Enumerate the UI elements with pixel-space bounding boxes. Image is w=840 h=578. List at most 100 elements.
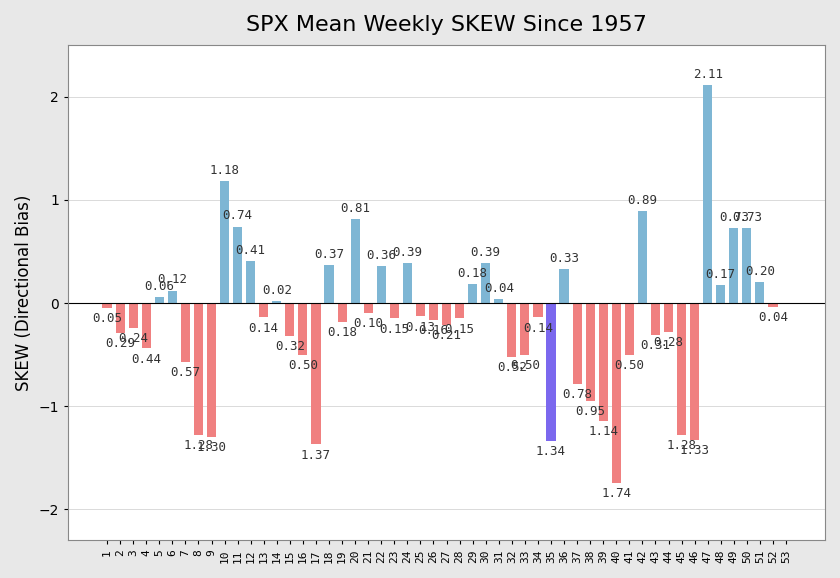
Bar (442, 303, 451, 325)
Bar (233, 227, 242, 303)
Bar (651, 303, 660, 335)
Bar (468, 284, 477, 303)
Bar (116, 303, 124, 333)
Text: 1.28: 1.28 (667, 439, 696, 453)
Text: 0.73: 0.73 (732, 210, 762, 224)
Text: 0.15: 0.15 (444, 323, 475, 336)
Text: 2.11: 2.11 (693, 68, 722, 81)
Bar (481, 263, 491, 303)
Text: 0.17: 0.17 (706, 268, 736, 281)
Bar (455, 303, 465, 318)
Text: 0.78: 0.78 (562, 388, 592, 401)
Text: 0.41: 0.41 (236, 243, 265, 257)
Bar (729, 228, 738, 303)
Text: 1.37: 1.37 (301, 449, 331, 462)
Bar (625, 303, 634, 355)
Text: 0.39: 0.39 (470, 246, 501, 258)
Bar (664, 303, 673, 332)
Text: 0.50: 0.50 (510, 359, 540, 372)
Bar (769, 303, 778, 307)
Bar (717, 286, 725, 303)
Bar (272, 301, 281, 303)
Bar (638, 211, 647, 303)
Bar (690, 303, 699, 440)
Bar (220, 181, 229, 303)
Text: 0.36: 0.36 (366, 249, 396, 262)
Text: 0.13: 0.13 (406, 321, 435, 334)
Bar (350, 220, 360, 303)
Text: 1.33: 1.33 (680, 444, 710, 457)
Text: 0.14: 0.14 (249, 321, 279, 335)
Bar (533, 303, 543, 317)
Text: 0.73: 0.73 (719, 210, 748, 224)
Text: 0.50: 0.50 (614, 359, 644, 372)
Text: 0.20: 0.20 (745, 265, 775, 278)
Bar (155, 297, 164, 303)
Bar (168, 291, 177, 303)
Bar (755, 283, 764, 303)
Text: 0.95: 0.95 (575, 405, 605, 418)
Text: 0.81: 0.81 (340, 202, 370, 215)
Text: 0.18: 0.18 (458, 267, 488, 280)
Text: 0.15: 0.15 (380, 323, 409, 336)
Bar (194, 303, 203, 435)
Text: 0.06: 0.06 (144, 280, 174, 292)
Bar (573, 303, 581, 384)
Bar (599, 303, 608, 421)
Bar (390, 303, 399, 318)
Text: 1.30: 1.30 (197, 442, 227, 454)
Y-axis label: SKEW (Directional Bias): SKEW (Directional Bias) (15, 194, 33, 391)
Bar (298, 303, 307, 355)
Text: 0.52: 0.52 (496, 361, 527, 374)
Bar (507, 303, 517, 357)
Bar (142, 303, 151, 349)
Bar (520, 303, 529, 355)
Text: 0.04: 0.04 (758, 312, 788, 324)
Bar (585, 303, 595, 401)
Text: 1.28: 1.28 (183, 439, 213, 453)
Text: 0.04: 0.04 (484, 281, 514, 295)
Text: 0.31: 0.31 (640, 339, 670, 352)
Text: 0.29: 0.29 (105, 337, 135, 350)
Bar (181, 303, 190, 362)
Bar (246, 261, 255, 303)
Text: 0.14: 0.14 (523, 321, 553, 335)
Text: 1.14: 1.14 (588, 425, 618, 438)
Text: 0.21: 0.21 (432, 329, 461, 342)
Text: 0.57: 0.57 (171, 366, 201, 379)
Bar (129, 303, 138, 328)
Text: 1.34: 1.34 (536, 446, 566, 458)
Text: 0.33: 0.33 (549, 252, 579, 265)
Bar (547, 303, 555, 442)
Text: 0.74: 0.74 (223, 209, 253, 223)
Text: 0.10: 0.10 (353, 317, 383, 331)
Bar (376, 266, 386, 303)
Bar (743, 228, 752, 303)
Text: 1.74: 1.74 (601, 487, 632, 500)
Bar (494, 299, 503, 303)
Text: 0.05: 0.05 (92, 312, 122, 325)
Bar (416, 303, 425, 316)
Text: 0.32: 0.32 (275, 340, 305, 353)
Text: 1.18: 1.18 (209, 164, 239, 177)
Bar (612, 303, 621, 483)
Bar (559, 269, 569, 303)
Bar (364, 303, 373, 313)
Bar (677, 303, 686, 435)
Bar (207, 303, 216, 437)
Text: 0.37: 0.37 (314, 248, 344, 261)
Bar (703, 85, 712, 303)
Text: 0.02: 0.02 (262, 284, 291, 297)
Bar (338, 303, 347, 321)
Text: 0.89: 0.89 (627, 194, 658, 207)
Bar (403, 263, 412, 303)
Title: SPX Mean Weekly SKEW Since 1957: SPX Mean Weekly SKEW Since 1957 (246, 15, 647, 35)
Text: 0.28: 0.28 (654, 336, 684, 349)
Text: 0.24: 0.24 (118, 332, 148, 345)
Text: 0.50: 0.50 (288, 359, 318, 372)
Text: 0.44: 0.44 (131, 353, 161, 365)
Bar (324, 265, 333, 303)
Bar (286, 303, 295, 336)
Text: 0.16: 0.16 (418, 324, 449, 336)
Bar (260, 303, 268, 317)
